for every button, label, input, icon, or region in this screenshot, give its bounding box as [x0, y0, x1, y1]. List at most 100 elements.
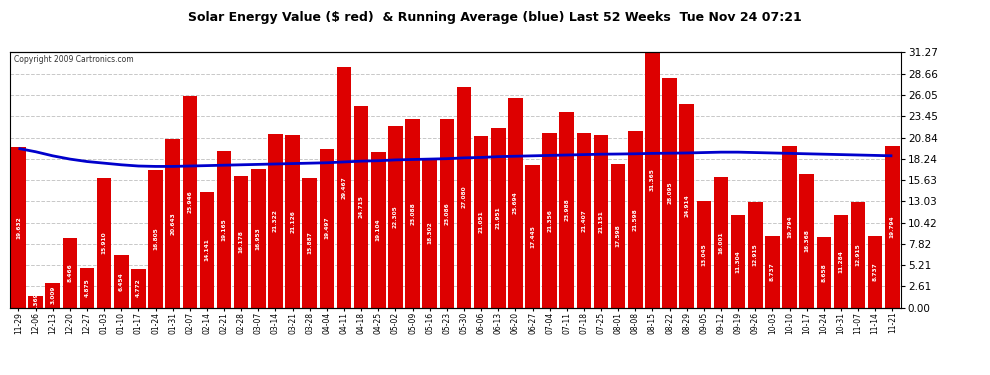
Text: 15.910: 15.910	[102, 231, 107, 254]
Bar	[543, 134, 557, 308]
Text: 21.322: 21.322	[273, 209, 278, 232]
Bar	[131, 268, 146, 308]
Text: 4.772: 4.772	[136, 279, 141, 297]
Text: 21.598: 21.598	[633, 208, 638, 231]
Bar	[662, 78, 677, 308]
Text: 16.001: 16.001	[719, 231, 724, 254]
Text: 8.466: 8.466	[67, 264, 72, 282]
Bar	[423, 158, 437, 308]
Bar	[731, 215, 745, 308]
Text: 16.368: 16.368	[804, 230, 809, 252]
Bar	[714, 177, 729, 308]
Text: 16.178: 16.178	[239, 230, 244, 253]
Bar	[405, 119, 420, 308]
Text: 19.165: 19.165	[222, 218, 227, 241]
Bar	[748, 202, 762, 308]
Text: 8.737: 8.737	[873, 262, 878, 281]
Bar	[440, 119, 454, 308]
Bar	[679, 104, 694, 308]
Text: 13.045: 13.045	[701, 243, 706, 266]
Bar	[508, 98, 523, 308]
Text: 19.794: 19.794	[787, 216, 792, 238]
Bar	[251, 169, 265, 308]
Bar	[182, 96, 197, 308]
Text: 21.126: 21.126	[290, 210, 295, 233]
Text: 19.104: 19.104	[376, 218, 381, 241]
Text: 19.794: 19.794	[890, 216, 895, 238]
Bar	[799, 174, 814, 308]
Bar	[285, 135, 300, 308]
Text: 20.643: 20.643	[170, 212, 175, 235]
Bar	[628, 131, 643, 308]
Text: 16.805: 16.805	[153, 228, 158, 251]
Bar	[388, 126, 403, 308]
Bar	[765, 236, 780, 308]
Text: 25.694: 25.694	[513, 191, 518, 214]
Bar	[885, 146, 900, 308]
Bar	[456, 87, 471, 308]
Text: 21.407: 21.407	[581, 209, 586, 232]
Text: 17.445: 17.445	[530, 225, 535, 248]
Bar	[46, 283, 60, 308]
Text: 22.305: 22.305	[393, 205, 398, 228]
Text: 8.658: 8.658	[822, 263, 827, 282]
Text: 18.302: 18.302	[428, 222, 433, 244]
Bar	[371, 152, 385, 308]
Text: 6.454: 6.454	[119, 272, 124, 291]
Text: 23.088: 23.088	[410, 202, 415, 225]
Text: 19.632: 19.632	[16, 216, 21, 239]
Text: 12.915: 12.915	[855, 243, 860, 266]
Text: 4.875: 4.875	[84, 278, 89, 297]
Bar	[491, 129, 506, 308]
Text: 21.151: 21.151	[599, 210, 604, 233]
Bar	[114, 255, 129, 308]
Bar	[303, 178, 317, 308]
Bar	[526, 165, 540, 308]
Text: 31.365: 31.365	[650, 168, 655, 191]
Bar	[850, 202, 865, 308]
Bar	[11, 147, 26, 308]
Bar	[148, 171, 162, 308]
Bar	[697, 201, 711, 308]
Text: 12.915: 12.915	[752, 243, 757, 266]
Text: 3.009: 3.009	[50, 286, 55, 304]
Text: Solar Energy Value ($ red)  & Running Average (blue) Last 52 Weeks  Tue Nov 24 0: Solar Energy Value ($ red) & Running Ave…	[188, 11, 802, 24]
Bar	[645, 52, 659, 308]
Text: 21.051: 21.051	[478, 210, 483, 233]
Text: 24.715: 24.715	[358, 195, 363, 218]
Text: 19.497: 19.497	[325, 217, 330, 239]
Bar	[474, 136, 488, 308]
Text: 25.946: 25.946	[187, 190, 192, 213]
Bar	[200, 192, 214, 308]
Bar	[165, 139, 180, 308]
Text: 27.080: 27.080	[461, 186, 466, 209]
Text: 24.914: 24.914	[684, 195, 689, 217]
Bar	[268, 134, 283, 308]
Text: 11.304: 11.304	[736, 250, 741, 273]
Bar	[234, 176, 248, 308]
Bar	[29, 296, 43, 307]
Text: 16.953: 16.953	[255, 227, 260, 250]
Text: 15.887: 15.887	[307, 231, 312, 254]
Text: 29.467: 29.467	[342, 176, 346, 199]
Text: 1.369: 1.369	[33, 292, 38, 311]
Bar	[576, 133, 591, 308]
Text: 21.356: 21.356	[547, 209, 552, 232]
Bar	[320, 148, 335, 308]
Text: Copyright 2009 Cartronics.com: Copyright 2009 Cartronics.com	[14, 55, 134, 64]
Text: 17.598: 17.598	[616, 224, 621, 247]
Bar	[80, 268, 94, 308]
Text: 28.095: 28.095	[667, 182, 672, 204]
Bar	[834, 216, 848, 308]
Bar	[782, 146, 797, 308]
Bar	[97, 178, 112, 308]
Bar	[868, 236, 882, 308]
Text: 8.737: 8.737	[770, 262, 775, 281]
Bar	[337, 67, 351, 308]
Bar	[594, 135, 608, 308]
Text: 14.141: 14.141	[205, 238, 210, 261]
Bar	[353, 106, 368, 307]
Bar	[817, 237, 831, 308]
Text: 21.951: 21.951	[496, 207, 501, 230]
Text: 23.988: 23.988	[564, 198, 569, 221]
